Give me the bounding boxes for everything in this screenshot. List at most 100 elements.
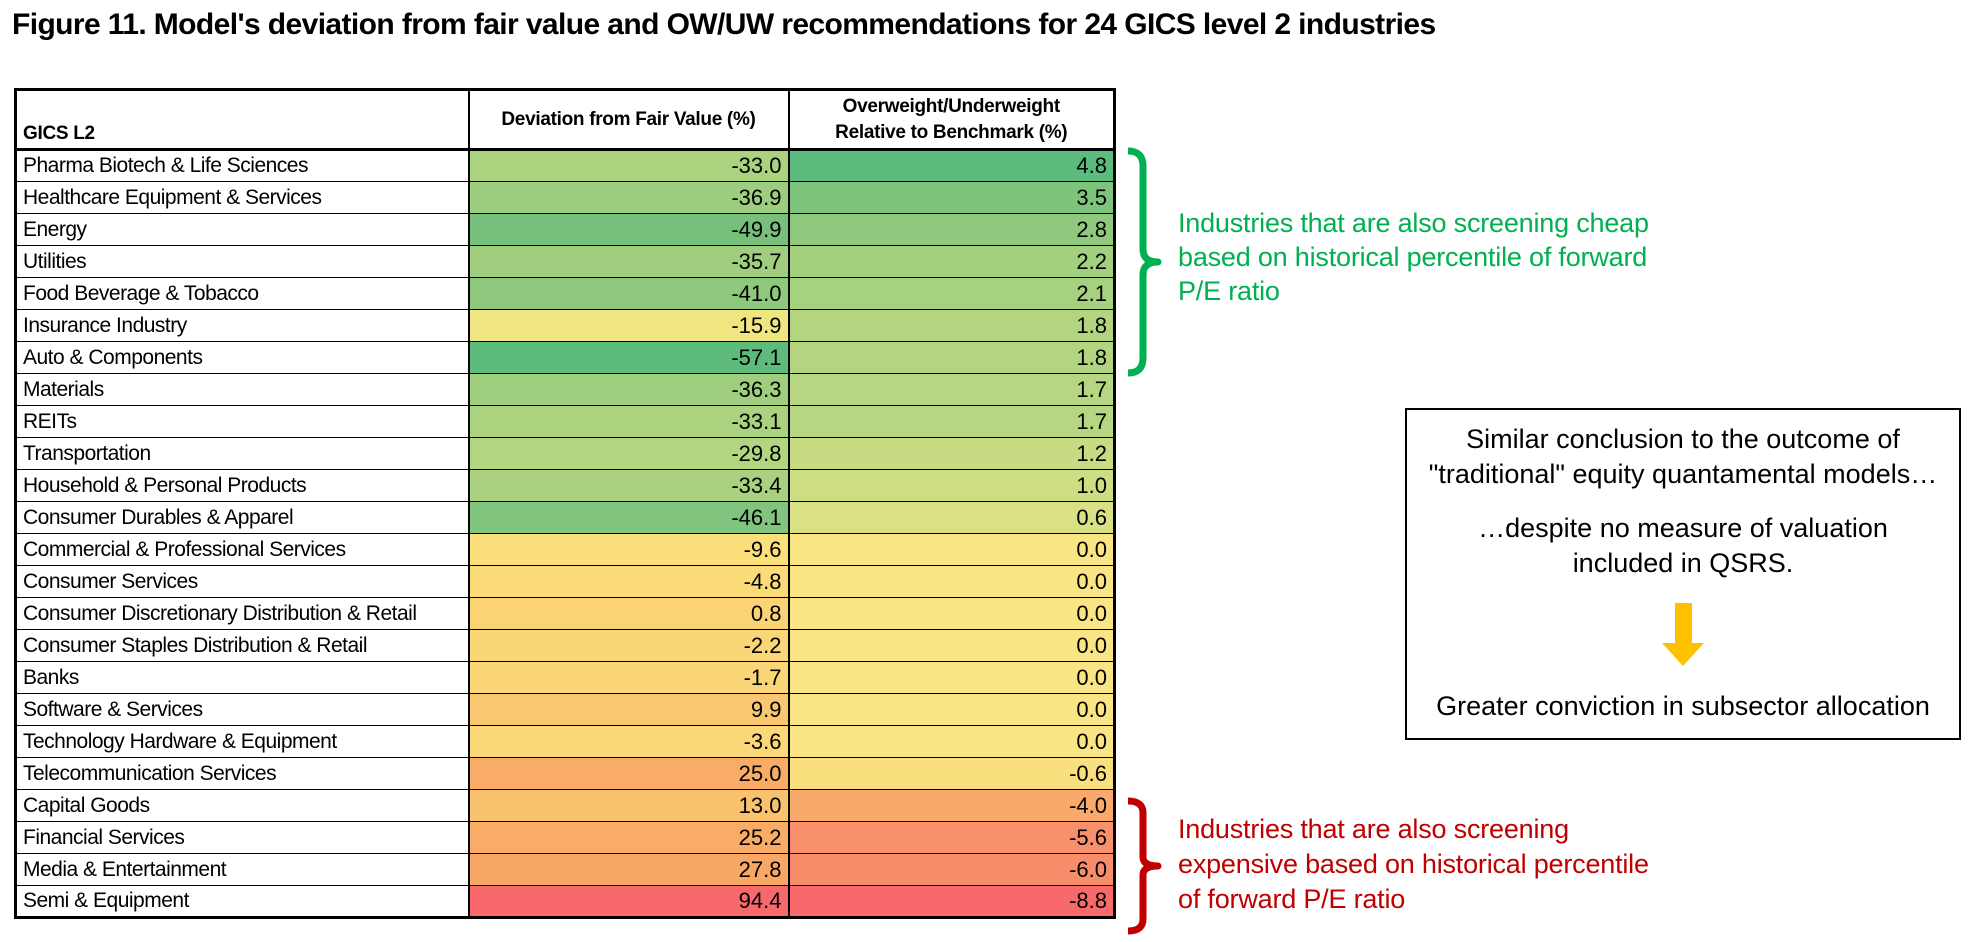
ow-uw-cell: 1.2 bbox=[787, 437, 1116, 470]
ow-uw-cell: -0.6 bbox=[787, 757, 1116, 790]
header-gics-l2: GICS L2 bbox=[14, 89, 470, 151]
cheap-annotation: Industries that are also screening cheap… bbox=[1178, 208, 1649, 306]
table-row: Capital Goods 13.0 -4.0 bbox=[14, 789, 1116, 822]
industry-cell: Transportation bbox=[14, 437, 470, 470]
industry-cell: Software & Services bbox=[14, 693, 470, 726]
table-row: Telecommunication Services 25.0 -0.6 bbox=[14, 757, 1116, 790]
table-row: Energy -49.9 2.8 bbox=[14, 213, 1116, 246]
deviation-cell: -15.9 bbox=[467, 309, 790, 342]
table-row: Technology Hardware & Equipment -3.6 0.0 bbox=[14, 725, 1116, 758]
down-arrow-icon bbox=[1662, 602, 1704, 666]
table-row: Software & Services 9.9 0.0 bbox=[14, 693, 1116, 726]
table-row: Banks -1.7 0.0 bbox=[14, 661, 1116, 694]
deviation-cell: -33.4 bbox=[467, 469, 790, 502]
table-row: Semi & Equipment 94.4 -8.8 bbox=[14, 885, 1116, 918]
deviation-cell: -3.6 bbox=[467, 725, 790, 758]
industry-cell: Pharma Biotech & Life Sciences bbox=[14, 149, 470, 182]
deviation-cell: 94.4 bbox=[467, 885, 790, 918]
industry-cell: Auto & Components bbox=[14, 341, 470, 374]
deviation-cell: 13.0 bbox=[467, 789, 790, 822]
industry-cell: Financial Services bbox=[14, 821, 470, 854]
ow-uw-cell: 3.5 bbox=[787, 181, 1116, 214]
industry-cell: Capital Goods bbox=[14, 789, 470, 822]
industry-cell: Utilities bbox=[14, 245, 470, 278]
industry-cell: Consumer Staples Distribution & Retail bbox=[14, 629, 470, 662]
ow-uw-cell: 2.8 bbox=[787, 213, 1116, 246]
industry-cell: Commercial & Professional Services bbox=[14, 533, 470, 566]
table-row: Insurance Industry -15.9 1.8 bbox=[14, 309, 1116, 342]
deviation-cell: 25.0 bbox=[467, 757, 790, 790]
industry-cell: Energy bbox=[14, 213, 470, 246]
deviation-cell: -4.8 bbox=[467, 565, 790, 598]
ow-uw-cell: 0.6 bbox=[787, 501, 1116, 534]
table-row: Utilities -35.7 2.2 bbox=[14, 245, 1116, 278]
table-row: Food Beverage & Tobacco -41.0 2.1 bbox=[14, 277, 1116, 310]
deviation-cell: -29.8 bbox=[467, 437, 790, 470]
deviation-cell: -36.9 bbox=[467, 181, 790, 214]
ow-uw-cell: 0.0 bbox=[787, 629, 1116, 662]
industry-cell: Consumer Services bbox=[14, 565, 470, 598]
table-row: Financial Services 25.2 -5.6 bbox=[14, 821, 1116, 854]
ow-uw-cell: 2.2 bbox=[787, 245, 1116, 278]
table-row: Healthcare Equipment & Services -36.9 3.5 bbox=[14, 181, 1116, 214]
deviation-cell: -33.1 bbox=[467, 405, 790, 438]
conclusion-paragraph-2: …despite no measure of valuation include… bbox=[1478, 513, 1888, 579]
deviation-cell: -36.3 bbox=[467, 373, 790, 406]
ow-uw-cell: -4.0 bbox=[787, 789, 1116, 822]
table-row: Transportation -29.8 1.2 bbox=[14, 437, 1116, 470]
table-row: REITs -33.1 1.7 bbox=[14, 405, 1116, 438]
table-row: Pharma Biotech & Life Sciences -33.0 4.8 bbox=[14, 149, 1116, 182]
deviation-cell: -57.1 bbox=[467, 341, 790, 374]
ow-uw-cell: 0.0 bbox=[787, 693, 1116, 726]
conclusion-paragraph-3: Greater conviction in subsector allocati… bbox=[1436, 690, 1930, 721]
ow-uw-cell: 1.0 bbox=[787, 469, 1116, 502]
ow-uw-cell: -5.6 bbox=[787, 821, 1116, 854]
deviation-cell: 27.8 bbox=[467, 853, 790, 886]
table-row: Auto & Components -57.1 1.8 bbox=[14, 341, 1116, 374]
down-arrow-shaft bbox=[1674, 602, 1692, 643]
ow-uw-cell: 4.8 bbox=[787, 149, 1116, 182]
table-row: Consumer Staples Distribution & Retail -2… bbox=[14, 629, 1116, 662]
figure-title: Figure 11. Model's deviation from fair v… bbox=[12, 8, 1436, 41]
industry-cell: Insurance Industry bbox=[14, 309, 470, 342]
industry-cell: Healthcare Equipment & Services bbox=[14, 181, 470, 214]
ow-uw-cell: 1.8 bbox=[787, 341, 1116, 374]
conclusion-paragraph-1: Similar conclusion to the outcome of "tr… bbox=[1428, 424, 1938, 489]
deviation-cell: 0.8 bbox=[467, 597, 790, 630]
industry-cell: Semi & Equipment bbox=[14, 885, 470, 918]
deviation-cell: -1.7 bbox=[467, 661, 790, 694]
ow-uw-cell: 0.0 bbox=[787, 565, 1116, 598]
industry-cell: Telecommunication Services bbox=[14, 757, 470, 790]
industry-cell: Consumer Durables & Apparel bbox=[14, 501, 470, 534]
deviation-cell: -33.0 bbox=[467, 149, 790, 182]
down-arrow-head bbox=[1662, 642, 1704, 666]
industry-cell: Technology Hardware & Equipment bbox=[14, 725, 470, 758]
deviation-cell: -41.0 bbox=[467, 277, 790, 310]
industry-cell: Food Beverage & Tobacco bbox=[14, 277, 470, 310]
industry-cell: Consumer Discretionary Distribution & Re… bbox=[14, 597, 470, 630]
table-body: Pharma Biotech & Life Sciences -33.0 4.8 He… bbox=[14, 149, 1116, 918]
deviation-cell: -49.9 bbox=[467, 213, 790, 246]
industry-cell: Materials bbox=[14, 373, 470, 406]
ow-uw-cell: 1.7 bbox=[787, 373, 1116, 406]
header-ow-uw: Overweight/Underweight Relative to Bench… bbox=[787, 89, 1116, 151]
ow-uw-cell: 0.0 bbox=[787, 661, 1116, 694]
industry-cell: Media & Entertainment bbox=[14, 853, 470, 886]
deviation-cell: -46.1 bbox=[467, 501, 790, 534]
cheap-bracket bbox=[1127, 147, 1162, 377]
deviation-cell: -35.7 bbox=[467, 245, 790, 278]
ow-uw-cell: 0.0 bbox=[787, 725, 1116, 758]
industry-cell: Banks bbox=[14, 661, 470, 694]
table-row: Household & Personal Products -33.4 1.0 bbox=[14, 469, 1116, 502]
ow-uw-cell: 1.7 bbox=[787, 405, 1116, 438]
expensive-annotation: Industries that are also screening expen… bbox=[1178, 814, 1649, 914]
deviation-cell: -2.2 bbox=[467, 629, 790, 662]
ow-uw-cell: 1.8 bbox=[787, 309, 1116, 342]
industry-cell: REITs bbox=[14, 405, 470, 438]
ow-uw-cell: -8.8 bbox=[787, 885, 1116, 918]
table-row: Consumer Discretionary Distribution & Re… bbox=[14, 597, 1116, 630]
deviation-cell: 25.2 bbox=[467, 821, 790, 854]
ow-uw-cell: 2.1 bbox=[787, 277, 1116, 310]
deviation-cell: -9.6 bbox=[467, 533, 790, 566]
